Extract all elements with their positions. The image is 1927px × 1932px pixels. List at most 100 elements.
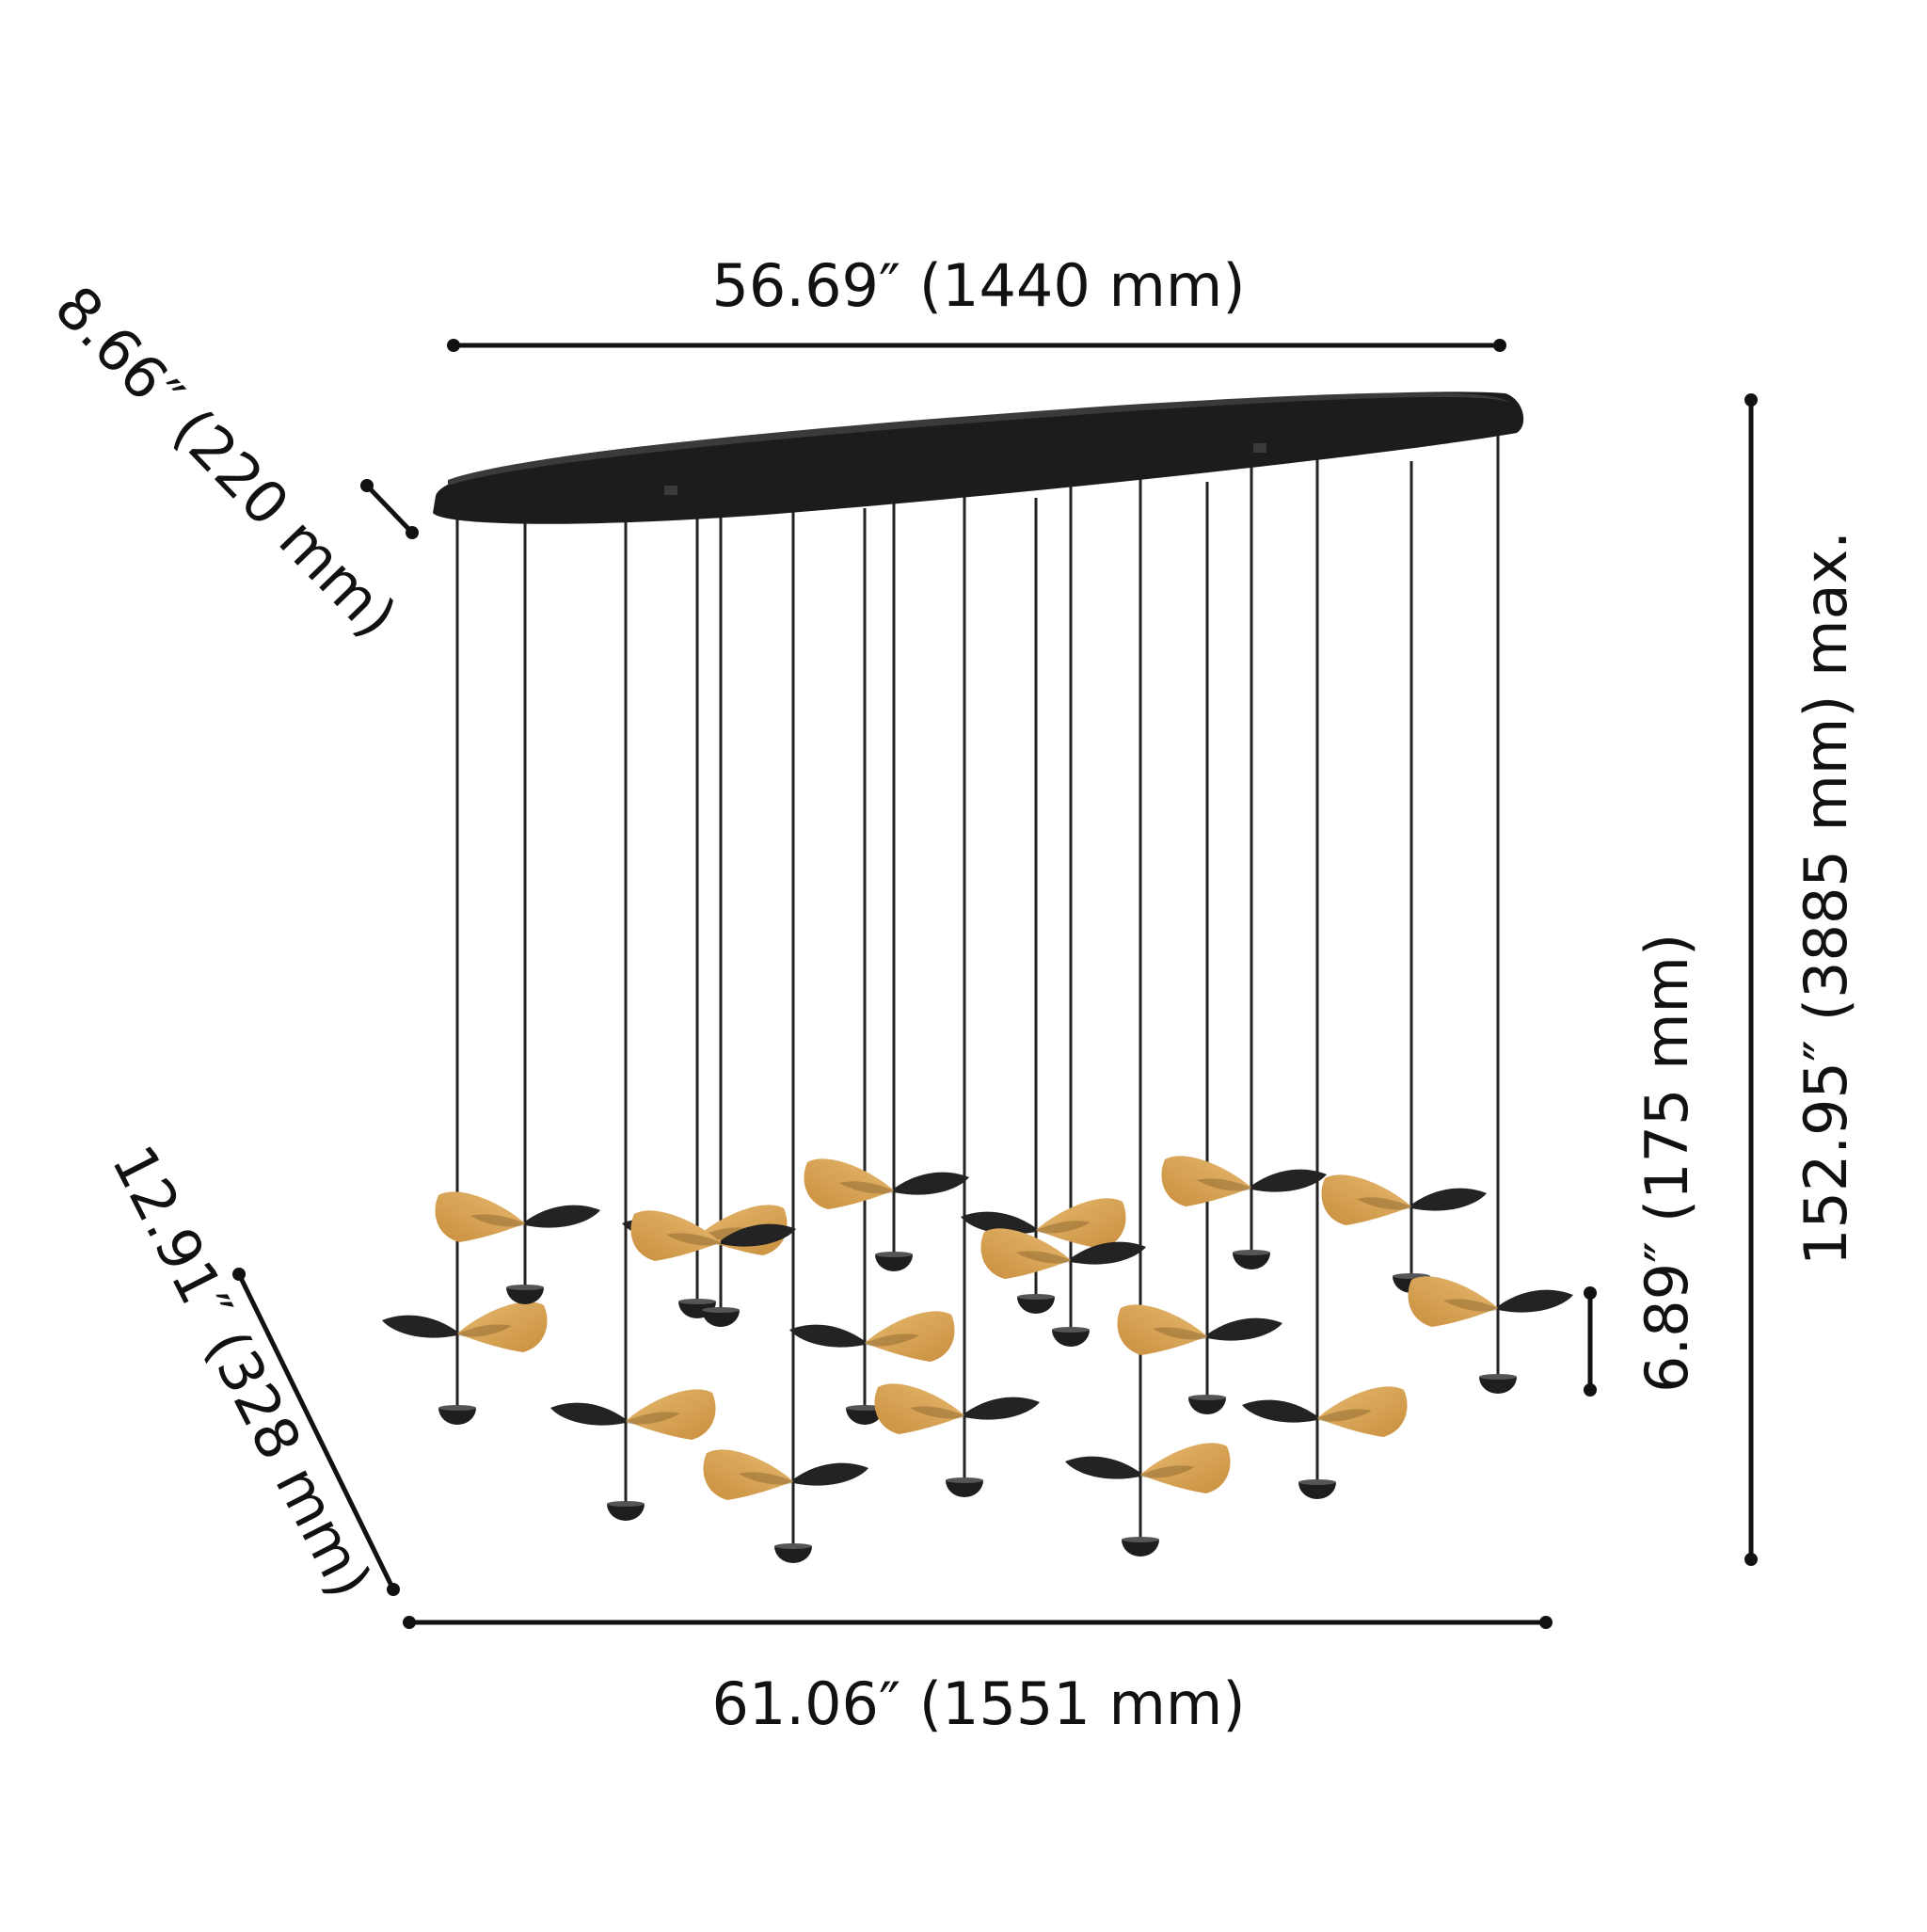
leaf-dark	[550, 1402, 626, 1426]
leaf-dark	[964, 1397, 1040, 1420]
pendant-dome-rim	[506, 1285, 544, 1290]
pendant-dome	[875, 1254, 913, 1271]
overall-depth-label: 12.91″ (328 mm)	[99, 1135, 386, 1608]
leaf-dark	[525, 1205, 600, 1228]
leaf-fold	[739, 1472, 793, 1485]
pendant-dome-rim	[774, 1543, 812, 1549]
leaf-gold	[874, 1383, 964, 1434]
pendant-light	[961, 1198, 1126, 1249]
leaf-fold	[626, 1412, 680, 1425]
pendant-light	[789, 1311, 955, 1362]
leaf-dark	[1242, 1399, 1317, 1423]
leaf-gold	[703, 1449, 793, 1500]
pendant-dome	[1188, 1397, 1226, 1414]
leaf-gold	[1321, 1174, 1411, 1225]
canopy-depth-dimension: 8.66″ (220 mm)	[41, 273, 419, 651]
pendant-light	[630, 1210, 796, 1261]
pendant-dome	[1479, 1377, 1517, 1394]
leaf-dark	[1065, 1456, 1140, 1479]
pendant-light	[1117, 1304, 1282, 1355]
leaf-fold	[470, 1214, 525, 1227]
leaf-dark	[721, 1223, 796, 1247]
pendant-dome	[1233, 1253, 1270, 1269]
pendant-dome	[607, 1504, 645, 1521]
pendant-dome	[1017, 1297, 1055, 1314]
pendant-dome	[1122, 1540, 1159, 1557]
pendant-light	[1065, 1443, 1231, 1493]
pendant-light	[435, 1191, 600, 1242]
overall-width-label: 61.06″ (1551 mm)	[711, 1669, 1245, 1738]
canopy-depth-label: 8.66″ (220 mm)	[41, 273, 410, 651]
leaf-gold	[630, 1210, 721, 1261]
pendant-light	[703, 1449, 868, 1500]
pendant-dome-rim	[702, 1307, 740, 1313]
leaf-gold	[1036, 1198, 1126, 1249]
pendant-light	[1242, 1386, 1408, 1437]
pendant-dome-rim	[846, 1405, 884, 1411]
overall-depth-dimension: 12.91″ (328 mm)	[99, 1135, 400, 1608]
leaf-fold	[1357, 1197, 1411, 1210]
leaf-height-label: 6.89″ (175 mm)	[1632, 934, 1701, 1393]
pendant-dome-rim	[1017, 1294, 1055, 1300]
leaf-gold	[1317, 1386, 1408, 1437]
leaf-gold	[865, 1311, 955, 1362]
pendant-dome-rim	[438, 1405, 476, 1411]
pendant-light	[1408, 1276, 1573, 1327]
leaf-fold	[839, 1181, 894, 1194]
pendant-dome-rim	[1188, 1395, 1226, 1400]
pendant-cables	[455, 423, 1500, 1544]
leaf-fold	[1016, 1251, 1071, 1264]
pendant-light	[804, 1158, 969, 1209]
leaf-gold	[435, 1191, 525, 1242]
leaf-dark	[1411, 1188, 1487, 1211]
leaf-dark	[789, 1324, 865, 1348]
pendant-dome	[774, 1546, 812, 1563]
pendant-dome-rim	[1298, 1479, 1336, 1485]
leaf-fold	[1140, 1465, 1195, 1478]
leaf-gold	[457, 1301, 548, 1352]
pendant-dome-rim	[1122, 1537, 1159, 1542]
pendant-light	[980, 1228, 1146, 1279]
total-height-dimension: 152.95″ (3885 mm) max.	[1744, 393, 1860, 1566]
pendant-lights	[382, 1156, 1573, 1563]
leaf-fold	[910, 1406, 964, 1419]
ceiling-canopy	[433, 391, 1524, 524]
pendant-dome	[506, 1287, 544, 1304]
pendant-dome	[1298, 1482, 1336, 1499]
leaf-dark	[382, 1315, 457, 1338]
pendant-dome-rim	[1052, 1327, 1090, 1333]
leaf-fold	[666, 1233, 721, 1246]
pendant-light	[1161, 1156, 1327, 1206]
leaf-dark	[894, 1172, 969, 1195]
leaf-fold	[1317, 1409, 1372, 1422]
leaf-dark	[1498, 1289, 1573, 1313]
pendant-dome	[846, 1408, 884, 1425]
leaf-gold	[1408, 1276, 1498, 1327]
leaf-gold	[1117, 1304, 1207, 1355]
leaf-gold	[1140, 1443, 1231, 1493]
leaf-fold	[1197, 1178, 1251, 1191]
pendant-dome-rim	[678, 1299, 716, 1304]
pendant-light	[874, 1383, 1040, 1434]
pendant-dome-rim	[607, 1501, 645, 1507]
overall-width-dimension: 61.06″ (1551 mm)	[403, 1616, 1553, 1738]
leaf-gold	[804, 1158, 894, 1209]
pendant-light	[382, 1301, 548, 1352]
leaf-dark	[1207, 1317, 1282, 1341]
pendant-dome	[438, 1408, 476, 1425]
canopy-width-dimension: 56.69″ (1440 mm)	[447, 251, 1506, 352]
pendant-dome-rim	[875, 1252, 913, 1257]
pendant-dome	[946, 1480, 983, 1497]
pendant-light	[1321, 1174, 1487, 1225]
leaf-fold	[1153, 1327, 1207, 1340]
leaf-gold	[1161, 1156, 1251, 1206]
pendant-dome	[1052, 1330, 1090, 1347]
leaf-fold	[865, 1333, 919, 1347]
leaf-dark	[961, 1211, 1036, 1235]
leaf-dark	[793, 1462, 868, 1486]
leaf-fold	[1443, 1299, 1498, 1312]
pendant-dome-rim	[1479, 1374, 1517, 1380]
pendant-dome-rim	[946, 1477, 983, 1483]
leaf-fold	[457, 1324, 512, 1337]
